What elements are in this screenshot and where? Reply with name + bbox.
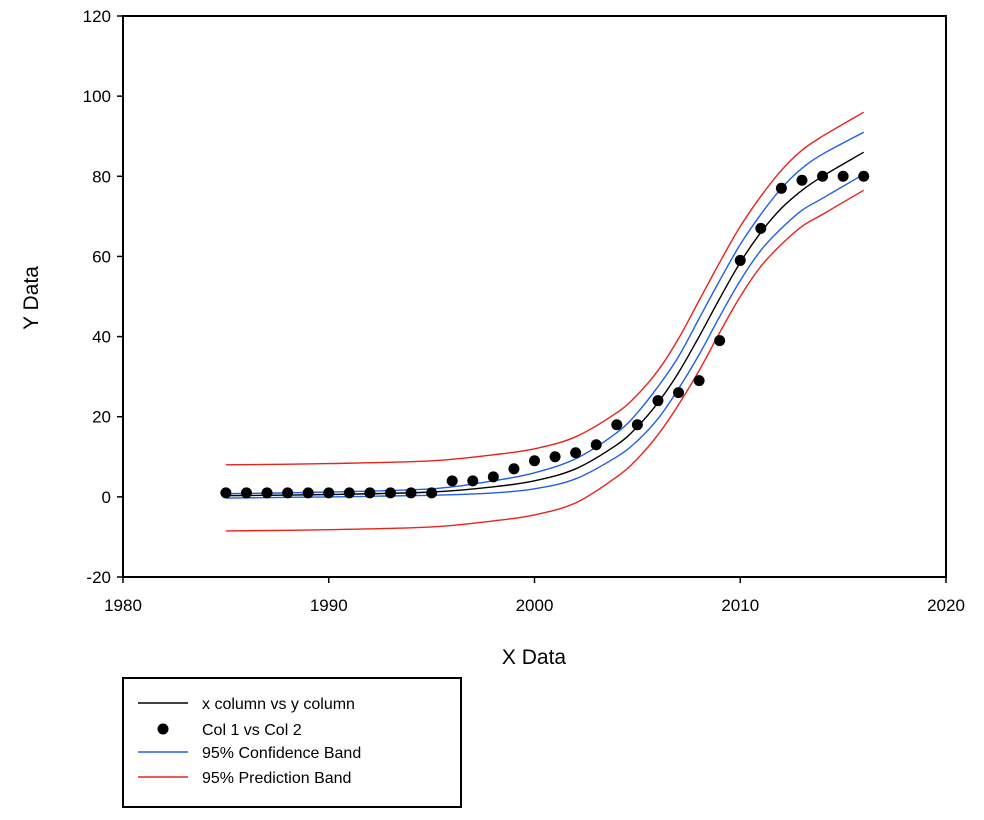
legend-label-fit-line: x column vs y column xyxy=(202,696,355,713)
data-point xyxy=(631,419,643,431)
y-tick-label: 20 xyxy=(92,408,111,427)
data-point xyxy=(775,182,787,194)
data-point xyxy=(364,487,376,499)
y-tick-label: 100 xyxy=(83,87,111,106)
x-tick-label: 2010 xyxy=(721,596,759,615)
legend-label-prediction-band: 95% Prediction Band xyxy=(202,770,351,787)
data-point xyxy=(302,487,314,499)
x-tick-label: 2020 xyxy=(927,596,965,615)
x-axis-label: X Data xyxy=(502,646,567,669)
y-tick-label: 40 xyxy=(92,328,111,347)
y-tick-label: 60 xyxy=(92,247,111,266)
data-point xyxy=(693,375,705,387)
data-point xyxy=(323,487,335,499)
data-point xyxy=(446,475,458,487)
data-point xyxy=(590,439,602,451)
data-point xyxy=(714,335,726,347)
data-point xyxy=(240,487,252,499)
data-point xyxy=(755,222,767,234)
y-tick-label: 120 xyxy=(83,7,111,26)
data-point xyxy=(673,387,685,399)
points-layer xyxy=(220,170,870,499)
prediction-band-lower xyxy=(225,189,865,532)
data-point xyxy=(734,254,746,266)
prediction-band-upper xyxy=(225,111,865,466)
curves-layer xyxy=(225,111,865,532)
legend: x column vs y column Col 1 vs Col 2 95% … xyxy=(122,677,462,808)
data-point xyxy=(282,487,294,499)
data-point xyxy=(261,487,273,499)
legend-label-confidence-band: 95% Confidence Band xyxy=(202,745,361,762)
y-tick-label: 80 xyxy=(92,167,111,186)
x-tick-label: 2000 xyxy=(516,596,554,615)
y-axis-label: Y Data xyxy=(20,266,43,330)
data-point xyxy=(508,463,520,475)
y-tick-label: -20 xyxy=(86,568,111,587)
data-point xyxy=(384,487,396,499)
legend-label-points: Col 1 vs Col 2 xyxy=(202,722,302,739)
data-point xyxy=(796,174,808,186)
y-axis: -20 0 20 40 60 80 100 120 xyxy=(83,7,123,587)
x-axis: 1980 1990 2000 2010 2020 xyxy=(104,577,965,615)
data-point xyxy=(343,487,355,499)
data-point xyxy=(220,487,232,499)
data-point xyxy=(426,487,438,499)
legend-frame xyxy=(122,677,462,808)
x-tick-label: 1990 xyxy=(310,596,348,615)
data-point xyxy=(611,419,623,431)
legend-swatch-points xyxy=(157,723,169,735)
data-point xyxy=(837,170,849,182)
data-point xyxy=(487,471,499,483)
data-point xyxy=(467,475,479,487)
y-tick-label: 0 xyxy=(102,488,111,507)
x-tick-label: 1980 xyxy=(104,596,142,615)
data-point xyxy=(817,170,829,182)
data-point xyxy=(652,395,664,407)
data-point xyxy=(549,451,561,463)
data-point xyxy=(858,170,870,182)
data-point xyxy=(529,455,540,467)
data-point xyxy=(570,447,582,459)
data-point xyxy=(405,487,417,499)
confidence-band-lower xyxy=(225,173,865,499)
